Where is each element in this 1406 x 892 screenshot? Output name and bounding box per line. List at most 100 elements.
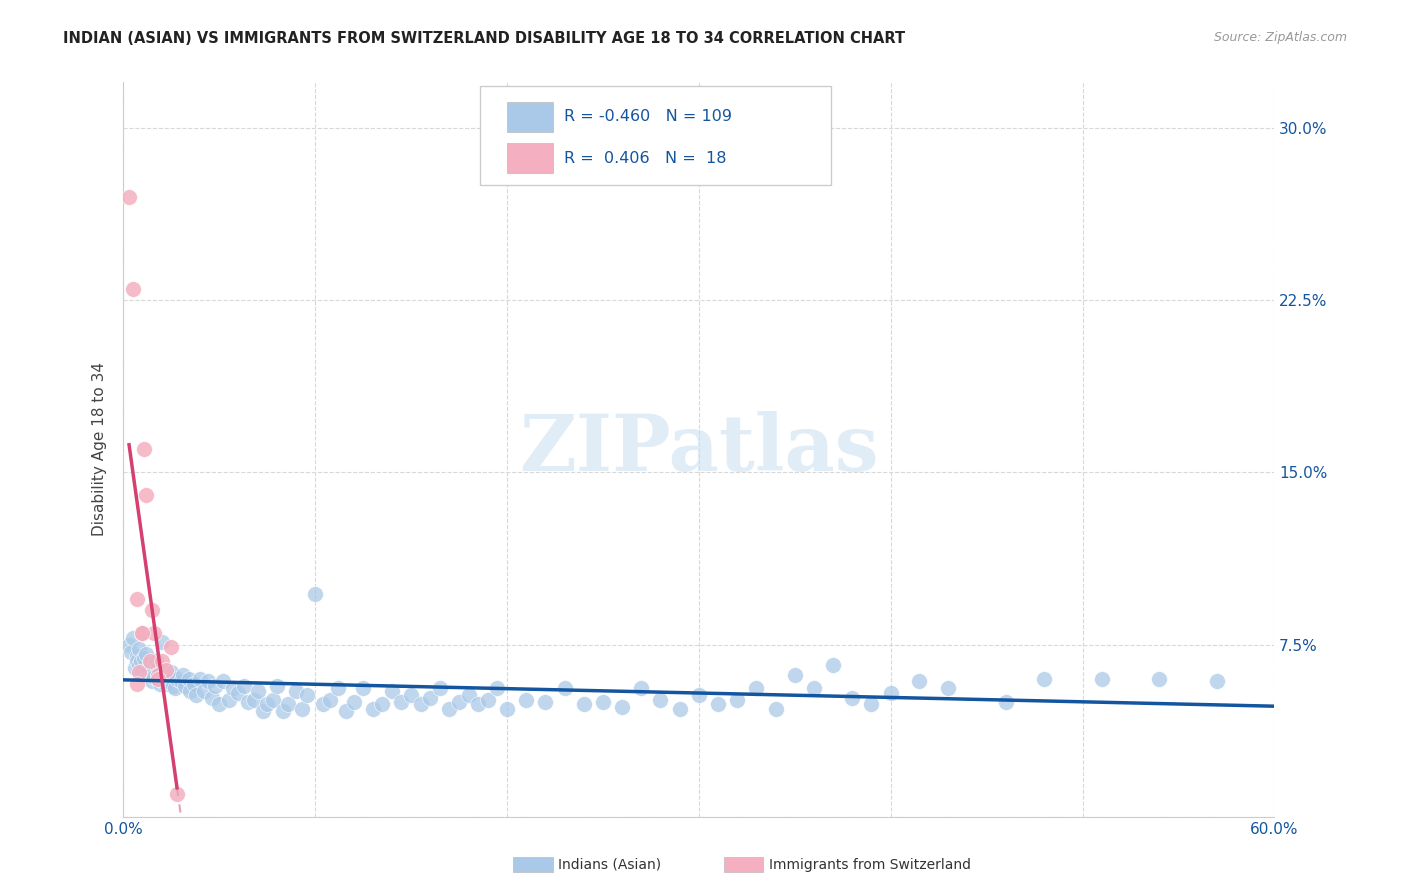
Point: [136, 663, 159, 677]
Point: [160, 665, 183, 680]
Point: [125, 654, 148, 668]
Text: ZIPatlas: ZIPatlas: [519, 411, 879, 487]
Point: [128, 665, 150, 680]
Point: [134, 651, 156, 665]
Point: [160, 640, 183, 654]
Point: [252, 704, 274, 718]
Point: [152, 672, 174, 686]
Point: [745, 681, 768, 696]
Point: [162, 679, 184, 693]
Point: [165, 681, 187, 696]
Point: [143, 670, 166, 684]
Point: [221, 681, 243, 696]
Point: [155, 677, 177, 691]
Point: [908, 674, 931, 689]
Point: [277, 698, 299, 712]
Point: [139, 654, 162, 668]
Point: [157, 667, 180, 681]
Point: [409, 698, 432, 712]
Point: [131, 626, 153, 640]
Text: R =  0.406   N =  18: R = 0.406 N = 18: [564, 151, 727, 166]
Point: [212, 674, 235, 689]
Point: [823, 658, 845, 673]
Point: [141, 603, 163, 617]
Point: [186, 688, 208, 702]
Point: [630, 681, 652, 696]
Point: [262, 693, 284, 707]
Point: [419, 690, 441, 705]
Point: [156, 674, 179, 689]
Text: Source: ZipAtlas.com: Source: ZipAtlas.com: [1213, 31, 1347, 45]
Point: [1149, 672, 1171, 686]
Point: [486, 681, 509, 696]
Point: [515, 693, 537, 707]
Point: [688, 688, 710, 702]
Point: [297, 688, 319, 702]
FancyBboxPatch shape: [479, 86, 831, 185]
Point: [860, 698, 883, 712]
Point: [129, 654, 152, 668]
Point: [118, 190, 141, 204]
Point: [335, 704, 357, 718]
Point: [134, 442, 156, 457]
Text: INDIAN (ASIAN) VS IMMIGRANTS FROM SWITZERLAND DISABILITY AGE 18 TO 34 CORRELATIO: INDIAN (ASIAN) VS IMMIGRANTS FROM SWITZE…: [63, 31, 905, 46]
Bar: [506, 144, 553, 173]
Point: [765, 702, 787, 716]
Point: [783, 667, 806, 681]
Point: [166, 787, 188, 801]
Point: [124, 661, 146, 675]
Point: [236, 695, 259, 709]
Point: [439, 702, 461, 716]
Point: [572, 698, 595, 712]
Point: [650, 693, 672, 707]
Point: [218, 693, 240, 707]
Point: [173, 679, 195, 693]
Point: [143, 626, 166, 640]
Point: [139, 656, 162, 670]
Point: [145, 654, 167, 668]
Point: [266, 679, 288, 693]
Point: [125, 649, 148, 664]
Point: [342, 695, 364, 709]
Point: [284, 683, 307, 698]
Point: [228, 686, 250, 700]
Point: [204, 679, 226, 693]
Point: [391, 695, 413, 709]
Point: [135, 647, 157, 661]
Point: [193, 683, 215, 698]
Point: [447, 695, 470, 709]
Point: [166, 672, 188, 686]
Point: [457, 688, 479, 702]
Point: [707, 698, 730, 712]
Point: [477, 693, 499, 707]
Point: [200, 690, 222, 705]
Point: [291, 702, 314, 716]
Text: R = -0.460   N = 109: R = -0.460 N = 109: [564, 110, 733, 124]
Point: [271, 704, 294, 718]
Point: [197, 674, 219, 689]
Point: [1033, 672, 1056, 686]
Point: [131, 626, 153, 640]
Point: [146, 661, 169, 675]
Point: [352, 681, 374, 696]
Point: [233, 679, 256, 693]
Point: [131, 665, 153, 680]
Point: [610, 699, 633, 714]
Point: [328, 681, 350, 696]
Bar: [506, 102, 553, 131]
Point: [554, 681, 576, 696]
Point: [879, 686, 901, 700]
Text: Immigrants from Switzerland: Immigrants from Switzerland: [769, 858, 972, 871]
Point: [1091, 672, 1114, 686]
Point: [668, 702, 690, 716]
Point: [208, 698, 231, 712]
Text: Indians (Asian): Indians (Asian): [558, 858, 661, 871]
Point: [994, 695, 1017, 709]
Point: [803, 681, 825, 696]
Point: [304, 587, 326, 601]
Point: [122, 282, 145, 296]
Point: [177, 672, 200, 686]
Point: [120, 644, 142, 658]
Point: [149, 677, 172, 691]
Point: [141, 674, 163, 689]
